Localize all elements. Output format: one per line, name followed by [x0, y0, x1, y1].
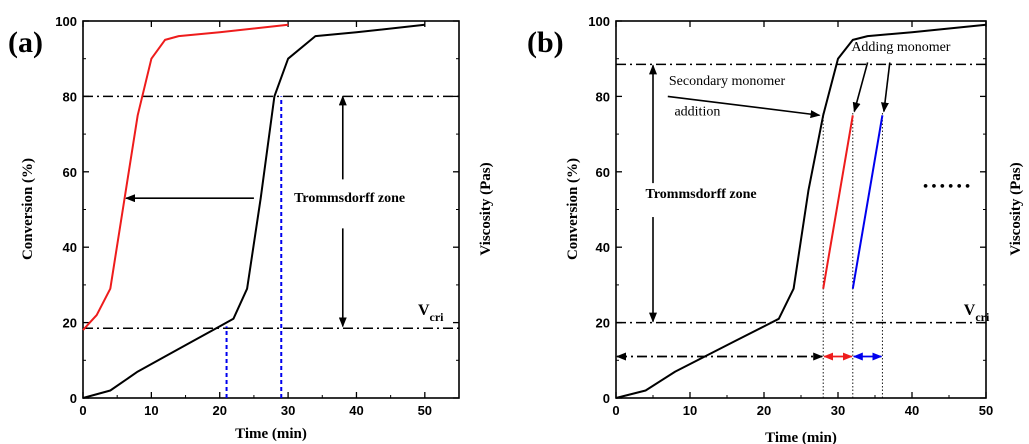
- x-tick-label: 20: [212, 403, 226, 418]
- panel-a: 0 10 20 30 40 50 0 20 40 60 80 100 Time (min) Convers…: [8, 14, 494, 442]
- x-tick-label: 10: [144, 403, 158, 418]
- y-tick-label: 0: [70, 391, 77, 406]
- vcri-label: Vcri: [418, 302, 444, 324]
- y-tick-label: 60: [596, 165, 610, 180]
- y-tick-label: 0: [603, 391, 610, 406]
- y-axis-label-right: Viscosity (Pas): [1008, 162, 1024, 255]
- vcri-subscript: cri: [430, 310, 445, 324]
- x-tick-label: 40: [349, 403, 363, 418]
- y-tick-label: 40: [63, 240, 77, 255]
- panel-label: (a): [8, 26, 43, 59]
- y-axis-label-right: Viscosity (Pas): [478, 162, 494, 255]
- y-tick-label: 80: [596, 89, 610, 104]
- y-axis-label-left: Conversion (%): [20, 158, 36, 260]
- vcri-label: Vcri: [964, 302, 990, 324]
- x-tick-label: 20: [757, 403, 771, 418]
- x-tick-label: 30: [281, 403, 295, 418]
- series-line: [82, 23, 425, 399]
- series-line: [851, 115, 884, 289]
- annotation-label: addition: [674, 104, 720, 119]
- y-tick-label: 20: [596, 316, 610, 331]
- arrow: [880, 62, 891, 113]
- annotation-label: Secondary monomer: [669, 74, 786, 89]
- y-tick-label: 20: [63, 316, 77, 331]
- y-axis-label-left: Conversion (%): [565, 158, 581, 260]
- panel-b: 0 10 20 30 40 50 0 20 40 60 80 100 Time (min) Convers…: [527, 14, 1024, 444]
- y-tick-label: 80: [63, 89, 77, 104]
- x-axis-label: Time (min): [765, 430, 837, 444]
- x-tick-label: 0: [79, 403, 86, 418]
- plot-frame: [82, 20, 460, 399]
- y-tick-label: 100: [55, 14, 77, 29]
- annotation-label: Adding monomer: [851, 40, 950, 55]
- series-line: [82, 23, 289, 331]
- arrow: [667, 95, 821, 119]
- x-tick-label: 0: [612, 403, 619, 418]
- x-tick-label: 40: [905, 403, 919, 418]
- vcri-main: V: [964, 302, 976, 319]
- y-tick-label: 100: [588, 14, 610, 29]
- panel-label: (b): [527, 26, 564, 59]
- x-tick-label: 30: [831, 403, 845, 418]
- x-tick-label: 50: [418, 403, 432, 418]
- trommsdorff-zone-label: Trommsdorff zone: [646, 187, 757, 202]
- trommsdorff-zone-label: Trommsdorff zone: [294, 191, 405, 206]
- x-tick-label: 10: [683, 403, 697, 418]
- vcri-subscript: cri: [975, 310, 990, 324]
- x-tick-label: 50: [979, 403, 993, 418]
- vcri-main: V: [418, 302, 430, 319]
- arrow: [852, 62, 869, 113]
- series-line: [615, 23, 987, 399]
- series-line: [822, 115, 854, 289]
- y-tick-label: 40: [596, 240, 610, 255]
- y-tick-label: 60: [63, 165, 77, 180]
- x-axis-label: Time (min): [235, 426, 307, 442]
- continuation-dots: • • • • • •: [923, 180, 970, 195]
